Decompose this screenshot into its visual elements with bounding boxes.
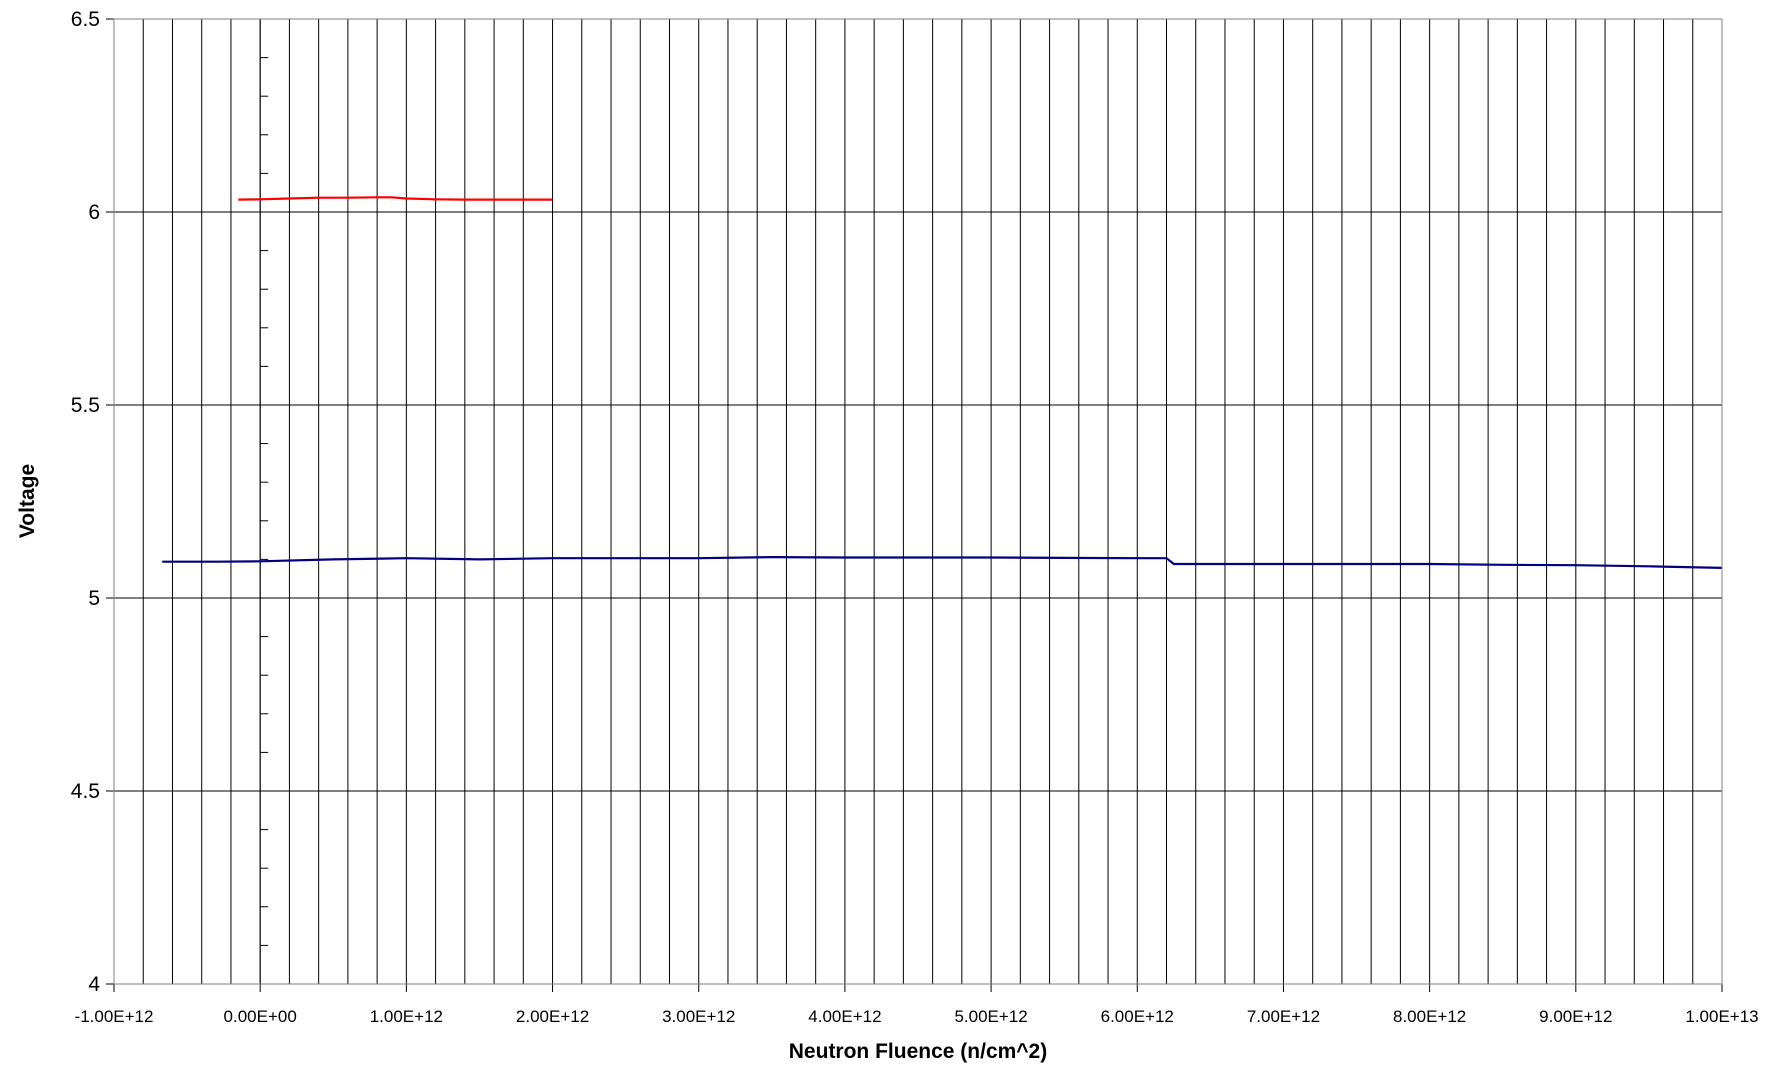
x-tick-label: 7.00E+12 <box>1247 1007 1320 1026</box>
x-tick-label: 5.00E+12 <box>954 1007 1027 1026</box>
x-tick-label: 4.00E+12 <box>808 1007 881 1026</box>
gridlines <box>114 19 1722 984</box>
series-line-1 <box>238 196 553 201</box>
x-tick-label: 0.00E+00 <box>224 1007 297 1026</box>
tick-labels: -1.00E+12 0.00E+00 1.00E+12 2.00E+12 3.00E+1… <box>71 8 1759 1026</box>
y-tick-label: 5.5 <box>71 394 100 417</box>
y-tick-label: 6 <box>88 201 100 224</box>
y-tick-label: 4 <box>88 973 100 996</box>
x-tick-label: 1.00E+12 <box>370 1007 443 1026</box>
x-axis-title: Neutron Fluence (n/cm^2) <box>789 1040 1047 1063</box>
series-line-2 <box>162 555 1723 569</box>
y-tick-label: 6.5 <box>71 8 100 31</box>
plot-area-border <box>113 18 1723 985</box>
x-tick-label: 1.00E+13 <box>1685 1007 1758 1026</box>
x-tick-label: -1.00E+12 <box>75 1007 154 1026</box>
x-tick-label: 3.00E+12 <box>662 1007 735 1026</box>
series-group <box>162 196 1723 569</box>
x-tick-label: 9.00E+12 <box>1539 1007 1612 1026</box>
y-tick-label: 4.5 <box>71 780 100 803</box>
y-axis-title: Voltage <box>16 464 39 538</box>
plot-area-background <box>114 19 1722 984</box>
y-tick-label: 5 <box>88 587 100 610</box>
x-tick-label: 8.00E+12 <box>1393 1007 1466 1026</box>
x-tick-label: 6.00E+12 <box>1101 1007 1174 1026</box>
x-tick-label: 2.00E+12 <box>516 1007 589 1026</box>
